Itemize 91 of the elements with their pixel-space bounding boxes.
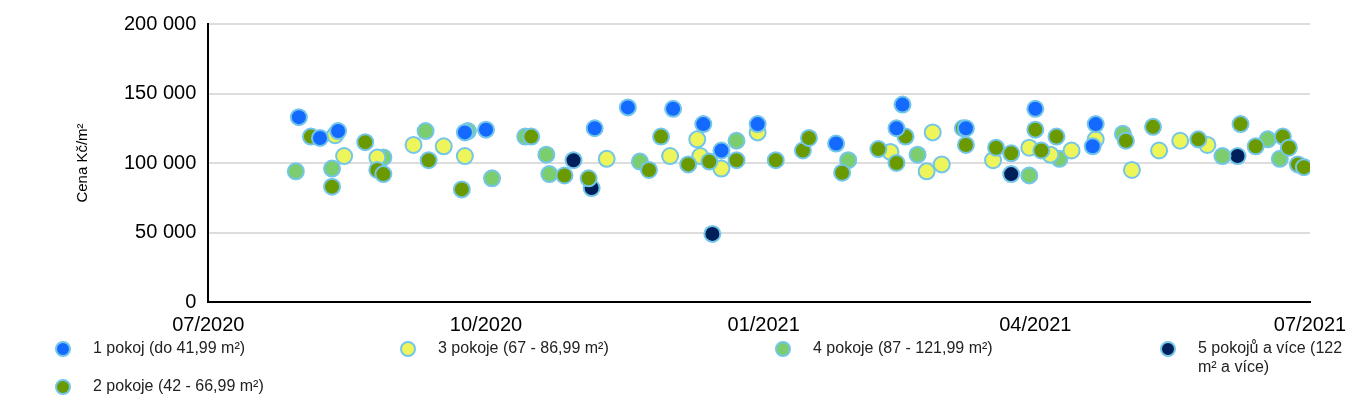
- y-axis-title: Cena Kč/m²: [73, 123, 91, 203]
- point: [664, 99, 683, 118]
- point: [555, 166, 574, 185]
- point: [537, 145, 556, 164]
- point: [1246, 137, 1265, 156]
- point: [476, 120, 495, 139]
- point: [434, 137, 453, 156]
- legend-label: 3 pokoje (67 - 86,99 m²): [438, 338, 609, 357]
- x-tick-label: 10/2020: [449, 312, 523, 335]
- x-tick-label: 01/2021: [727, 312, 800, 335]
- point: [1032, 141, 1051, 160]
- point: [1020, 166, 1039, 185]
- point: [356, 133, 375, 152]
- point: [452, 180, 471, 199]
- point: [1026, 120, 1045, 139]
- point: [1231, 115, 1250, 134]
- point: [799, 128, 818, 147]
- y-tick-label: 200 000: [124, 11, 197, 34]
- point: [1279, 138, 1298, 157]
- point: [1171, 131, 1190, 150]
- point: [1002, 165, 1021, 184]
- point: [419, 151, 438, 170]
- point: [1122, 160, 1141, 179]
- point: [833, 163, 852, 182]
- point: [917, 162, 936, 181]
- point: [827, 134, 846, 153]
- point: [1144, 117, 1163, 136]
- point: [323, 159, 342, 178]
- point: [416, 122, 435, 141]
- point: [374, 165, 393, 184]
- point: [908, 145, 927, 164]
- point: [1062, 141, 1081, 160]
- point: [1047, 127, 1066, 146]
- legend-label: 4 pokoje (87 - 121,99 m²): [813, 338, 993, 357]
- point: [1002, 144, 1021, 163]
- y-tick-label: 100 000: [124, 150, 197, 173]
- point: [956, 135, 975, 154]
- legend-label: 1 pokoj (do 41,99 m²): [93, 338, 246, 357]
- point: [289, 108, 308, 127]
- point: [688, 130, 707, 149]
- point: [1086, 115, 1105, 134]
- point: [679, 155, 698, 174]
- point: [1228, 147, 1247, 166]
- point: [323, 177, 342, 196]
- y-tick-label: 50 000: [135, 220, 197, 243]
- x-tick-label: 07/2021: [1273, 312, 1347, 335]
- point: [869, 140, 888, 159]
- point: [1270, 149, 1289, 168]
- point: [404, 135, 423, 154]
- point: [579, 169, 598, 188]
- point: [1116, 131, 1135, 150]
- point: [727, 131, 746, 150]
- point: [712, 141, 731, 160]
- point: [700, 152, 719, 171]
- point: [694, 115, 713, 134]
- y-tick-label: 0: [185, 289, 197, 312]
- point: [455, 147, 474, 166]
- point: [483, 169, 502, 188]
- point: [310, 128, 329, 147]
- point: [522, 127, 541, 146]
- point: [329, 122, 348, 141]
- point: [652, 127, 671, 146]
- point: [540, 165, 559, 184]
- x-tick-label: 07/2020: [172, 312, 245, 335]
- legend-label: 5 pokojů a více (122 m² a více): [1198, 338, 1344, 376]
- point: [1189, 130, 1208, 149]
- point: [766, 151, 785, 170]
- point: [932, 155, 951, 174]
- y-tick-label: 150 000: [124, 81, 197, 104]
- point: [1213, 147, 1232, 166]
- point: [597, 149, 616, 168]
- point: [748, 115, 767, 134]
- point: [923, 123, 942, 142]
- point: [887, 119, 906, 138]
- point: [639, 160, 658, 179]
- point: [1150, 141, 1169, 160]
- point: [987, 138, 1006, 157]
- point: [661, 147, 680, 166]
- point: [887, 154, 906, 172]
- point: [335, 147, 354, 166]
- x-tick-label: 04/2021: [999, 312, 1072, 335]
- point: [893, 95, 912, 114]
- point: [703, 224, 722, 243]
- point: [727, 151, 746, 170]
- point: [564, 151, 583, 170]
- point: [1026, 99, 1045, 118]
- point: [286, 162, 305, 181]
- point: [585, 119, 604, 138]
- legend-label: 2 pokoje (42 - 66,99 m²): [93, 376, 264, 395]
- point: [1083, 137, 1102, 156]
- point: [618, 98, 637, 117]
